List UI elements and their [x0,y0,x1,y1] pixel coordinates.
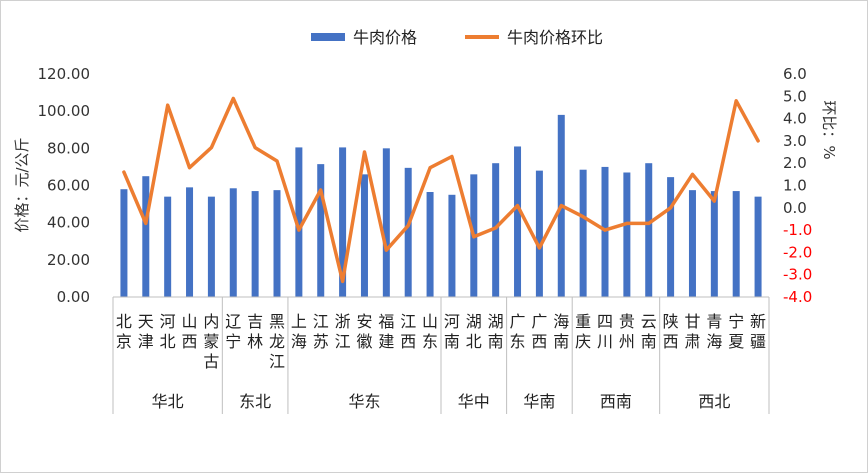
price-bar [448,194,456,297]
price-bar [295,147,303,297]
price-bar [492,163,500,297]
price-bar [732,191,740,297]
category-label: 江西 [400,312,416,351]
right-axis-title: 环比：% [820,100,838,159]
category-label: 福建 [378,312,394,351]
left-tick-label: 20.00 [47,251,90,269]
price-bar [688,190,696,297]
category-label: 河北 [160,312,176,351]
price-bar [601,166,609,297]
legend: 牛肉价格 牛肉价格环比 [311,28,603,47]
left-tick-label: 80.00 [47,139,90,157]
category-label: 天津 [138,312,154,351]
category-label: 宁夏 [728,312,744,351]
category-label: 海南 [553,312,569,351]
price-bar [404,167,412,297]
price-bar [623,172,631,297]
price-bar [164,196,172,297]
category-label: 湖南 [488,312,504,351]
category-label: 北京 [116,312,132,351]
price-bar [360,174,368,297]
price-bar [710,191,718,297]
left-tick-label: 60.00 [47,177,90,195]
price-bar [251,191,259,297]
legend-line-label: 牛肉价格环比 [507,28,603,47]
category-label: 湖北 [466,312,482,351]
right-tick-label: -2.0 [783,243,812,261]
x-axis: 北京天津河北山西内蒙古辽宁吉林黑龙江上海江苏浙江安徽福建江西山东河南湖北湖南广东… [112,296,770,414]
right-tick-label: -4.0 [783,288,812,306]
price-bar [339,147,347,297]
legend-bar-swatch [311,33,345,41]
right-tick-label: 4.0 [783,110,807,128]
price-bar [120,189,128,297]
price-bar [514,146,522,297]
region-label: 华东 [348,392,380,411]
region-label: 东北 [239,392,271,411]
price-bar [382,148,390,297]
region-label: 西南 [600,392,632,411]
left-axis-title: 价格：元/公斤 [13,137,31,232]
region-label: 西北 [698,392,730,411]
category-label: 甘肃 [684,312,700,351]
right-tick-label: 3.0 [783,132,807,150]
line-series [122,96,760,284]
category-label: 陕西 [663,312,679,351]
price-bar [754,196,762,297]
category-label: 贵州 [619,312,635,351]
left-axis-ticks: 0.00 20.00 40.00 60.00 80.00 100.00 120.00 [38,65,91,306]
category-label: 黑龙江 [269,312,285,371]
category-label: 广东 [510,312,526,351]
category-label: 辽宁 [225,312,241,351]
category-label: 上海 [291,312,307,351]
left-tick-label: 40.00 [47,214,90,232]
left-tick-label: 120.00 [38,65,91,83]
right-tick-label: 1.0 [783,177,807,195]
price-bar [645,163,653,297]
category-label: 安徽 [356,312,372,351]
left-tick-label: 0.00 [57,288,90,306]
region-label: 华中 [458,392,490,411]
right-tick-label: 6.0 [783,65,807,83]
price-bar [426,192,434,297]
legend-bar-label: 牛肉价格 [353,28,417,47]
category-label: 山西 [182,312,198,351]
right-axis-ticks: -4.0 -3.0 -2.0 -1.0 0.0 1.0 2.0 3.0 4.0 5.0 6.0 [783,65,812,306]
region-label: 华南 [523,392,555,411]
right-tick-label: -1.0 [783,221,812,239]
region-label: 华北 [152,392,184,411]
category-label: 广西 [531,312,547,351]
right-tick-label: 0.0 [783,199,807,217]
price-bar [667,177,675,297]
right-tick-label: 5.0 [783,87,807,105]
mom-change-line [122,96,760,284]
right-tick-label: 2.0 [783,154,807,172]
left-tick-label: 100.00 [38,102,91,120]
bar-series [120,114,762,297]
category-label: 青海 [706,312,722,351]
category-label: 内蒙古 [203,312,219,371]
right-tick-label: -3.0 [783,266,812,284]
category-label: 山东 [422,312,438,351]
price-bar [535,170,543,297]
price-bar [317,164,325,297]
category-label: 吉林 [247,312,263,351]
category-label: 四川 [597,312,613,351]
price-bar [229,188,237,297]
price-bar [142,176,150,297]
price-bar [273,190,281,297]
price-bar [579,169,587,297]
category-label: 云南 [641,312,657,351]
price-bar [186,187,194,297]
price-bar [207,196,215,297]
category-label: 江苏 [313,312,329,351]
category-label: 新疆 [750,312,766,351]
category-label: 浙江 [335,312,351,351]
category-label: 河南 [444,312,460,351]
category-label: 重庆 [575,312,591,351]
